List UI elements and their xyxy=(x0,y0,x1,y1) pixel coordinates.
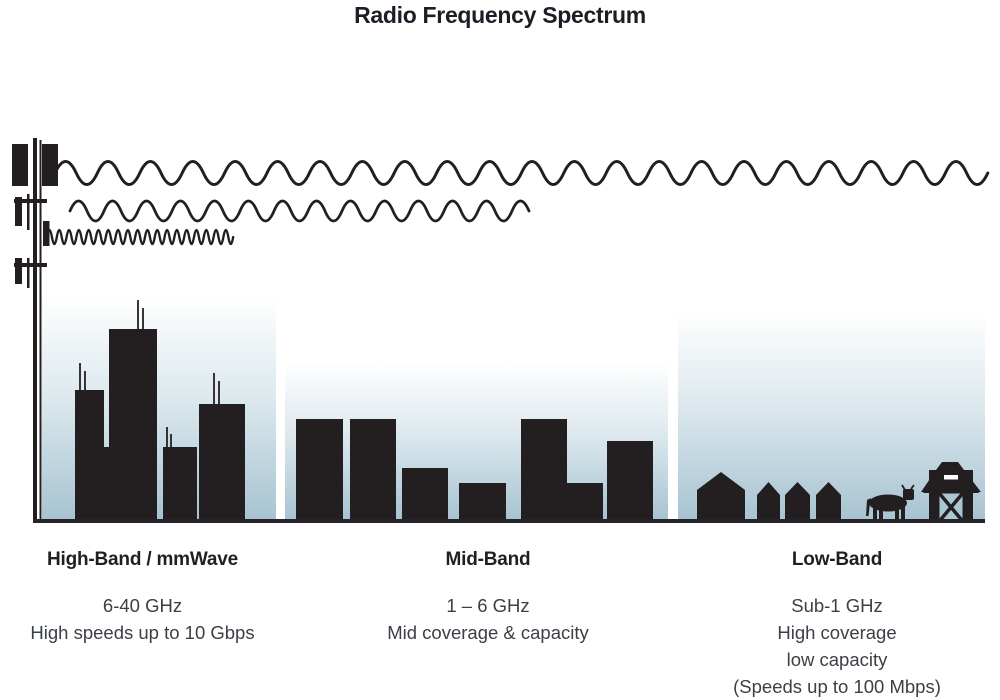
radio-waves xyxy=(45,160,990,246)
mid-band-label: Mid-Band 1 – 6 GHz Mid coverage & capaci… xyxy=(368,549,608,646)
skyscraper xyxy=(199,404,245,521)
tower-antenna-panel xyxy=(12,144,28,186)
skyscraper xyxy=(103,447,111,521)
mid-band-medium-wave xyxy=(68,199,531,223)
spectrum-illustration xyxy=(12,138,990,523)
house xyxy=(785,482,810,521)
tower-antenna-panel xyxy=(42,144,58,186)
tower-antenna-panel xyxy=(15,258,22,284)
building xyxy=(350,419,396,521)
low-band-speed: (Speeds up to 100 Mbps) xyxy=(733,676,941,697)
skyscraper xyxy=(163,447,197,521)
high-band-short-wave xyxy=(45,228,235,246)
low-band-long-wave xyxy=(53,160,990,186)
cell-tower-icon xyxy=(12,138,58,521)
skyscraper xyxy=(109,329,157,521)
high-band-heading: High-Band / mmWave xyxy=(47,549,238,570)
low-band-coverage: High coverage xyxy=(777,622,897,643)
building xyxy=(521,419,567,521)
mid-band-buildings xyxy=(296,419,653,521)
building xyxy=(567,483,603,521)
mid-band-description: Mid coverage & capacity xyxy=(387,622,589,643)
low-band-rural-scene xyxy=(697,462,981,523)
mid-band-heading: Mid-Band xyxy=(445,549,531,570)
ground-line xyxy=(33,519,985,523)
cow-icon xyxy=(866,484,915,521)
high-band-frequency: 6-40 GHz xyxy=(102,595,183,616)
building xyxy=(296,419,343,521)
mid-band-frequency: 1 – 6 GHz xyxy=(446,595,530,616)
high-band-description: High speeds up to 10 Gbps xyxy=(30,622,255,643)
building xyxy=(402,468,448,521)
rooftop-antennas xyxy=(79,300,220,449)
house xyxy=(757,482,780,521)
tower-antenna-panel xyxy=(43,221,50,246)
tower-antenna-panel xyxy=(15,197,22,226)
low-band-capacity: low capacity xyxy=(786,649,888,670)
low-band-heading: Low-Band xyxy=(791,549,883,570)
building xyxy=(607,441,653,521)
low-band-frequency: Sub-1 GHz xyxy=(791,595,883,616)
high-band-city-skyline xyxy=(75,300,245,521)
high-band-label: High-Band / mmWave 6-40 GHz High speeds … xyxy=(20,549,265,646)
house xyxy=(816,482,841,521)
barn-icon xyxy=(921,462,981,523)
house xyxy=(697,472,745,521)
diagram-title: Radio Frequency Spectrum xyxy=(354,2,646,28)
low-band-label: Low-Band Sub-1 GHz High coverage low cap… xyxy=(712,549,962,700)
building xyxy=(459,483,506,521)
skyscraper xyxy=(75,390,104,521)
